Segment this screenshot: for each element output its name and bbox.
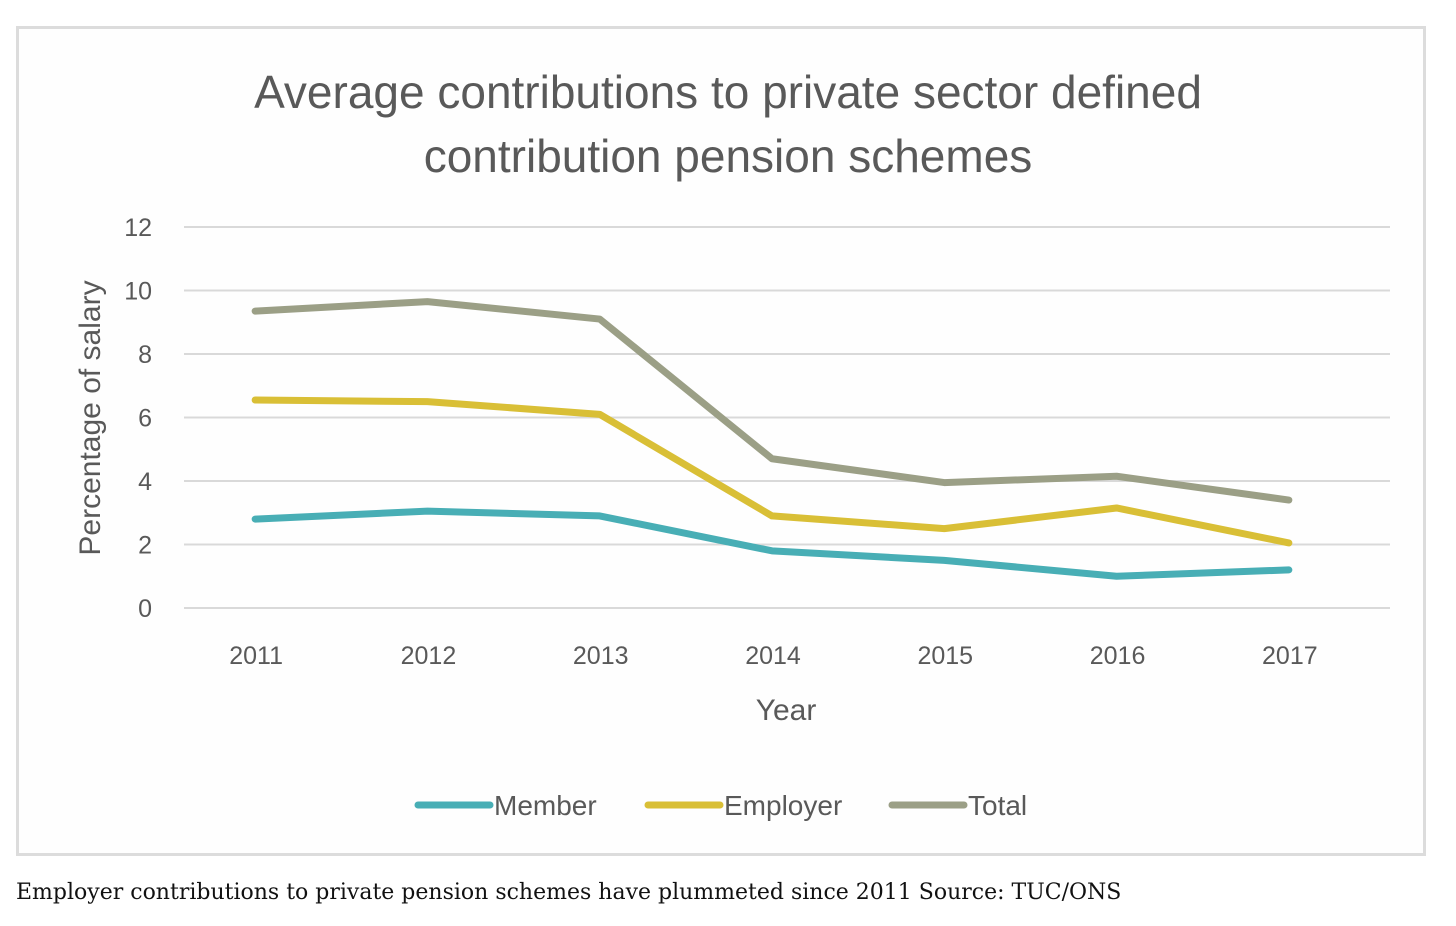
gridlines [184,226,1390,609]
legend-label: Total [968,790,1027,821]
data-point-employer [1288,542,1290,544]
data-point-employer [599,413,601,415]
y-tick-label: 4 [138,468,152,496]
data-point-member [426,510,428,512]
legend-label: Employer [724,790,842,821]
data-point-employer [254,399,256,401]
data-point-employer [771,515,773,517]
data-point-total [1288,499,1290,501]
y-axis-ticks: 0 2 4 6 8 10 12 [124,214,152,623]
chart-frame [16,26,1426,856]
series-lines [251,298,1293,580]
data-point-member [599,515,601,517]
data-point-member [254,518,256,520]
data-point-employer [426,401,428,403]
x-tick-label: 2016 [1090,642,1146,670]
data-point-employer [1116,507,1118,509]
x-axis-ticks: 2011 2012 2013 2014 2015 2016 2017 [229,642,1317,670]
x-tick-label: 2014 [745,642,801,670]
data-point-member [1116,575,1118,577]
data-point-total [426,301,428,303]
data-point-total [943,482,945,484]
data-point-total [771,458,773,460]
data-point-total [254,310,256,312]
y-tick-label: 2 [138,532,152,560]
data-point-total [599,318,601,320]
data-point-member [943,559,945,561]
legend-label: Member [494,790,597,821]
legend-item-member: Member [414,790,597,821]
y-tick-label: 6 [138,405,152,433]
data-point-member [771,550,773,552]
x-axis-title: Year [756,694,817,727]
data-point-employer [943,528,945,530]
legend: Member Employer Total [414,790,1027,821]
x-tick-label: 2012 [401,642,457,670]
x-tick-label: 2017 [1262,642,1318,670]
legend-item-total: Total [888,790,1027,821]
x-tick-label: 2013 [573,642,629,670]
y-tick-label: 10 [124,278,152,306]
figure-caption: Employer contributions to private pensio… [16,880,1122,905]
y-tick-label: 12 [124,214,152,242]
legend-item-employer: Employer [644,790,842,821]
y-tick-label: 8 [138,341,152,369]
chart-title-line-2: contribution pension schemes [423,130,1033,182]
y-axis-title: Percentage of salary [74,280,107,555]
chart-title: Average contributions to private sector … [0,60,1456,188]
y-tick-label: 0 [138,595,152,623]
chart-title-line-1: Average contributions to private sector … [254,66,1202,118]
series-line-employer [251,396,1293,547]
data-point-total [1116,475,1118,477]
data-point-member [1288,569,1290,571]
x-tick-label: 2015 [917,642,973,670]
x-tick-label: 2011 [229,642,283,670]
